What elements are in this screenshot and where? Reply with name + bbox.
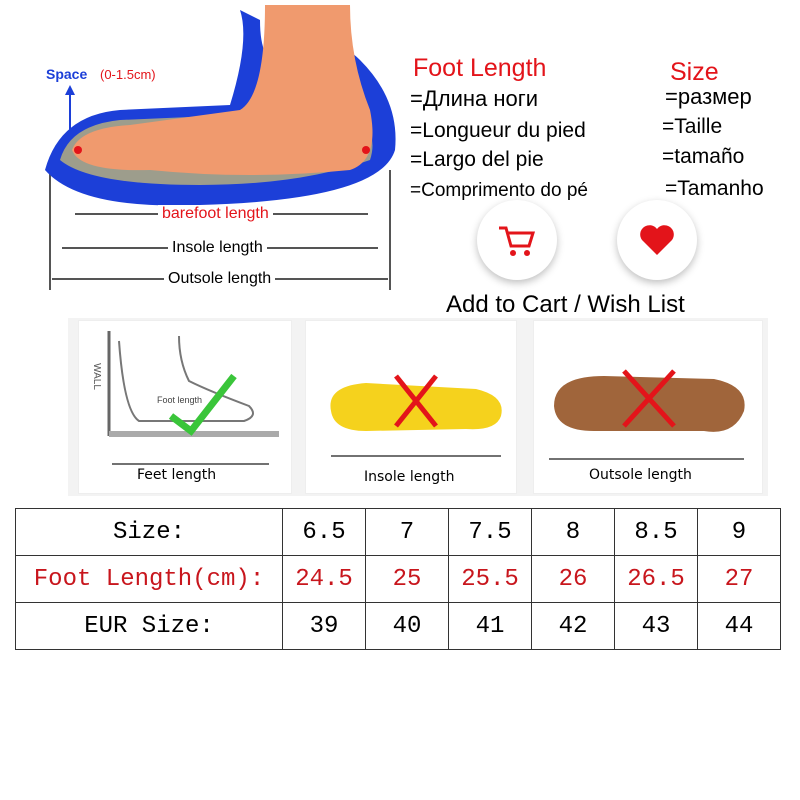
table-row-eur-size: EUR Size: 39 40 41 42 43 44 — [15, 602, 781, 650]
foot-length-pt: =Comprimento do pé — [410, 180, 588, 201]
size-ru: =размер — [665, 84, 752, 109]
panel-feet-length: WALL Foot length Feet length — [78, 320, 292, 494]
table-row-size: Size: 6.5 7 7.5 8 8.5 9 — [15, 508, 781, 556]
size-fr: =Taille — [662, 115, 723, 138]
size-pt: =Tamanho — [665, 177, 764, 200]
heart-icon — [640, 225, 674, 255]
row-header: EUR Size: — [15, 602, 283, 650]
space-range: (0-1.5cm) — [100, 67, 156, 82]
size-es: =tamaño — [662, 145, 745, 168]
foot-diagram: Space (0-1.5cm) barefoot length Insole l… — [0, 0, 400, 300]
panel-insole-length: Insole length — [305, 320, 517, 494]
table-cell: 26.5 — [614, 555, 698, 603]
table-cell: 43 — [614, 602, 698, 650]
table-cell: 25.5 — [448, 555, 532, 603]
table-cell: 25 — [365, 555, 449, 603]
table-cell: 9 — [697, 508, 781, 556]
table-cell: 8 — [531, 508, 615, 556]
foot-length-ru: =Длина ноги — [410, 86, 539, 111]
shopping-cart-icon — [499, 226, 536, 256]
wish-list-button[interactable] — [617, 200, 697, 280]
table-cell: 8.5 — [614, 508, 698, 556]
table-cell: 44 — [697, 602, 781, 650]
table-cell: 26 — [531, 555, 615, 603]
size-title: Size — [670, 58, 719, 86]
wall-label: WALL — [90, 363, 102, 390]
outsole-length-panel-label: Outsole length — [589, 467, 692, 483]
space-label: Space — [46, 66, 88, 82]
table-cell: 24.5 — [282, 555, 366, 603]
panel-outsole-length: Outsole length — [533, 320, 763, 494]
foot-length-es: =Largo del pie — [410, 148, 544, 171]
insole-length-panel-label: Insole length — [364, 469, 455, 485]
feet-length-label: Feet length — [137, 467, 217, 483]
foot-length-inner-label: Foot length — [157, 395, 203, 405]
foot-against-wall-illustration — [107, 331, 279, 465]
add-to-cart-button[interactable] — [477, 200, 557, 280]
row-header: Foot Length(cm): — [15, 555, 283, 603]
row-header: Size: — [15, 508, 283, 556]
table-cell: 42 — [531, 602, 615, 650]
table-cell: 40 — [365, 602, 449, 650]
barefoot-length-label: barefoot length — [158, 205, 273, 223]
foot-length-title: Foot Length — [413, 54, 547, 82]
outsole-illustration — [549, 369, 745, 460]
insole-illustration — [330, 374, 502, 457]
size-table: Size: 6.5 7 7.5 8 8.5 9 Foot Length(cm):… — [15, 508, 781, 650]
foot-illustration — [45, 5, 396, 290]
table-cell: 7.5 — [448, 508, 532, 556]
table-cell: 39 — [282, 602, 366, 650]
foot-length-fr: =Longueur du pied — [410, 119, 586, 142]
outsole-length-label: Outsole length — [164, 270, 276, 288]
table-cell: 6.5 — [282, 508, 366, 556]
table-cell: 27 — [697, 555, 781, 603]
add-to-cart-wish-list-label: Add to Cart / Wish List — [446, 291, 685, 318]
table-row-foot-length: Foot Length(cm): 24.5 25 25.5 26 26.5 27 — [15, 555, 781, 603]
insole-length-label: Insole length — [168, 239, 267, 257]
table-cell: 41 — [448, 602, 532, 650]
table-cell: 7 — [365, 508, 449, 556]
